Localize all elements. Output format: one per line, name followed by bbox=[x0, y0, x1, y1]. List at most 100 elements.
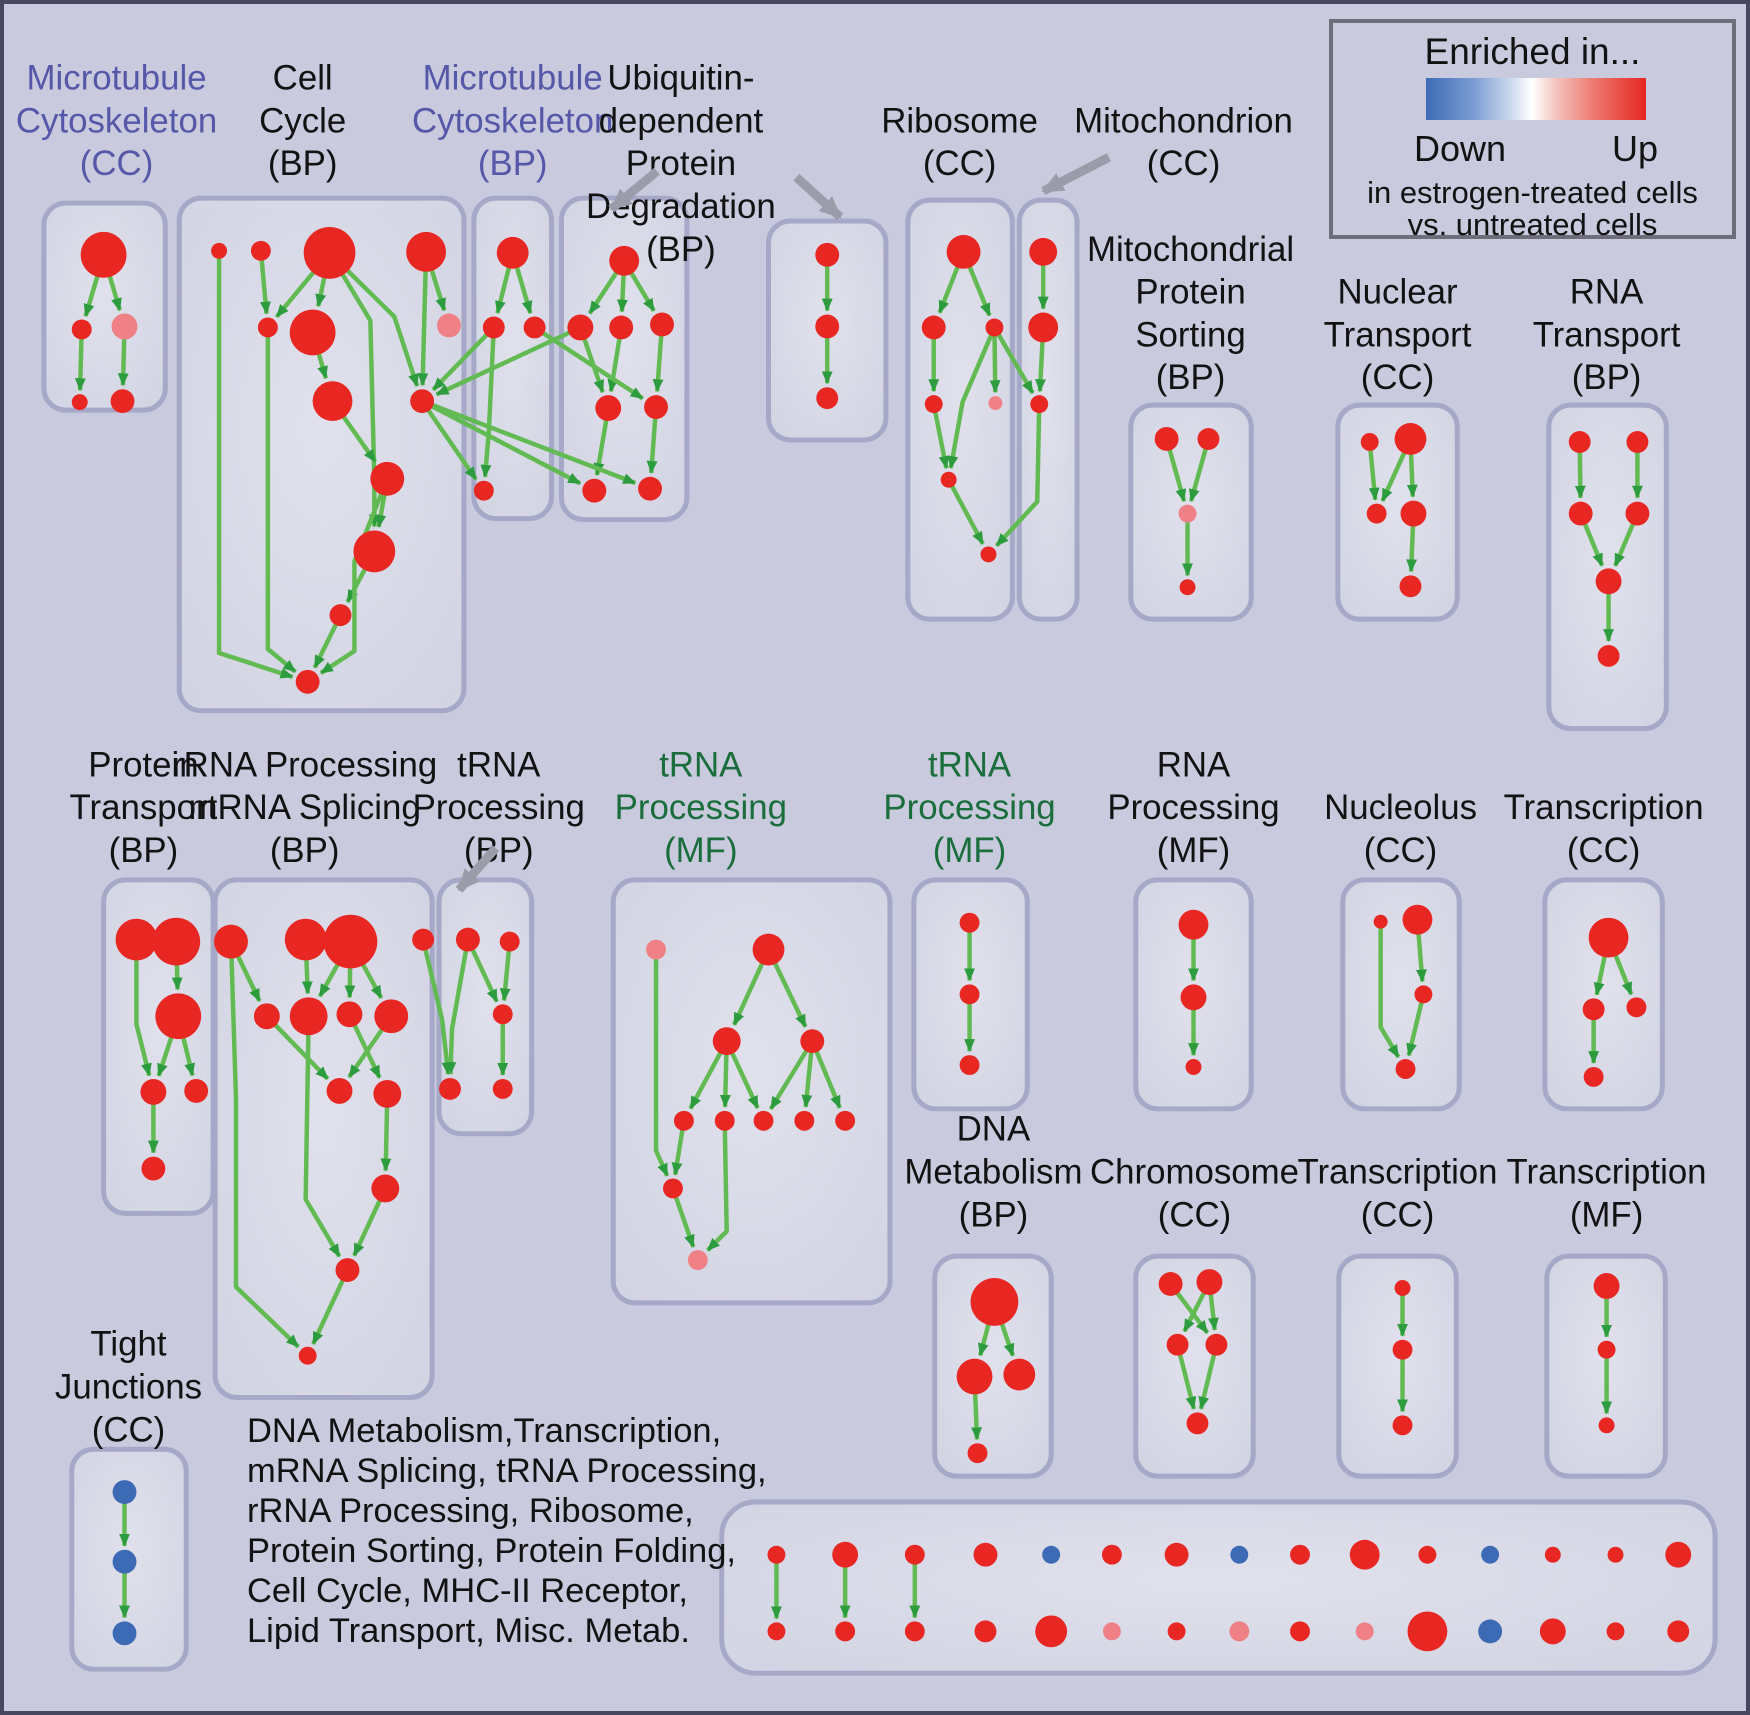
chromosome-cc-label: Chromosome bbox=[1090, 1152, 1299, 1191]
cell-cycle-edge bbox=[319, 477, 390, 675]
misc-node-top-6 bbox=[1101, 1544, 1122, 1565]
misc-terms-box bbox=[719, 1499, 1718, 1676]
rrna-processing-mrna-splicing-edge bbox=[311, 1269, 350, 1345]
misc-node-top-14 bbox=[1607, 1546, 1624, 1563]
cell-cycle-node-8 bbox=[410, 389, 435, 414]
rna-transport-node-5 bbox=[1597, 644, 1620, 667]
protein-transport-node-4 bbox=[184, 1078, 209, 1103]
misc-node-top-1 bbox=[767, 1545, 786, 1564]
nuclear-transport-node-2 bbox=[1366, 503, 1387, 524]
misc-node-bottom-4 bbox=[974, 1620, 997, 1643]
protein-transport-node-2 bbox=[155, 993, 202, 1040]
rna-processing-mf-node-2 bbox=[1185, 1059, 1202, 1075]
microtubule-cytoskeleton-cc-box bbox=[41, 200, 168, 413]
cell-cycle-edge bbox=[265, 327, 297, 674]
trna-processing-mf-large-edge bbox=[653, 949, 670, 1177]
trna-processing-mf-large-edge bbox=[670, 1187, 696, 1248]
misc-node-top-2 bbox=[832, 1541, 859, 1568]
protein-transport-node-0 bbox=[115, 918, 158, 961]
rrna-processing-mrna-splicing-node-5 bbox=[289, 997, 328, 1036]
legend-gradient-bar bbox=[1426, 78, 1646, 120]
ribosome-cc-node-6 bbox=[980, 546, 997, 563]
nuclear-transport-node-1 bbox=[1394, 423, 1427, 455]
microtubule-cytoskeleton-cc-label: Microtubule bbox=[27, 59, 207, 98]
ubiquitin-degradation-left-node-5 bbox=[644, 395, 668, 420]
summary-text-line-5: Cell Cycle, MHC-II Receptor, bbox=[247, 1572, 688, 1610]
trna-processing-bp-label: tRNA bbox=[457, 745, 541, 784]
mitochondrial-protein-sorting-node-1 bbox=[1197, 428, 1220, 450]
dna-metabolism-node-2 bbox=[1003, 1358, 1036, 1391]
cross-cluster-edge bbox=[992, 326, 1035, 395]
ribosome-cc-edge bbox=[989, 327, 1001, 394]
chromosome-cc-edge bbox=[1198, 1344, 1219, 1410]
tight-junctions-node-1 bbox=[112, 1549, 137, 1574]
trna-processing-mf-large-node-9 bbox=[662, 1178, 683, 1199]
misc-node-bottom-5 bbox=[1035, 1615, 1068, 1648]
chromosome-cc-node-2 bbox=[1166, 1333, 1189, 1356]
cell-cycle-node-0 bbox=[211, 242, 228, 259]
transcription-mf-label: Transcription bbox=[1507, 1152, 1707, 1191]
chromosome-cc-node-4 bbox=[1186, 1412, 1209, 1435]
rrna-processing-mrna-splicing-edge bbox=[228, 941, 300, 1349]
transcription-cc-row2-node-3 bbox=[1583, 1067, 1604, 1087]
transcription-mf-node-2 bbox=[1598, 1417, 1615, 1434]
ribosome-cc-edge bbox=[931, 403, 950, 470]
transcription-cc-row2-node-1 bbox=[1582, 998, 1605, 1021]
microtubule-cytoskeleton-cc-label: Cytoskeleton bbox=[16, 101, 217, 140]
chromosome-cc-label: (CC) bbox=[1158, 1195, 1232, 1234]
transcription-mf-node-1 bbox=[1597, 1340, 1616, 1359]
mitochondrial-protein-sorting-label: Mitochondrial bbox=[1087, 230, 1294, 269]
trna-processing-mf-small-node-1 bbox=[959, 984, 980, 1005]
microtubule-cytoskeleton-bp-label: Microtubule bbox=[423, 59, 603, 98]
cross-cluster-edge bbox=[421, 399, 582, 486]
mitochondrion-cc-label: (CC) bbox=[1147, 144, 1221, 183]
trna-processing-mf-small-label: tRNA bbox=[928, 745, 1012, 784]
microtubule-cytoskeleton-bp-edge bbox=[480, 327, 497, 478]
nuclear-transport-label: Transport bbox=[1324, 315, 1472, 354]
trna-processing-mf-small-node-2 bbox=[959, 1055, 980, 1075]
nuclear-transport-label: Nuclear bbox=[1338, 273, 1458, 312]
trna-processing-mf-large-node-7 bbox=[794, 1110, 815, 1131]
trna-processing-mf-large-node-0 bbox=[646, 939, 666, 960]
nucleolus-cc-edge bbox=[1378, 921, 1401, 1059]
trna-processing-mf-large-node-2 bbox=[712, 1027, 741, 1056]
misc-node-top-10 bbox=[1349, 1539, 1380, 1570]
legend-down-up-row: Down Up bbox=[1414, 128, 1658, 170]
misc-node-bottom-8 bbox=[1229, 1621, 1250, 1642]
nucleolus-cc-node-1 bbox=[1402, 904, 1433, 935]
cross-cluster-edge bbox=[420, 939, 453, 1076]
ribosome-cc-label: (CC) bbox=[923, 144, 997, 183]
rna-transport-node-3 bbox=[1625, 501, 1650, 526]
rna-processing-mf-label: (MF) bbox=[1157, 831, 1230, 870]
dna-metabolism-node-3 bbox=[967, 1443, 988, 1464]
rna-transport-label: (BP) bbox=[1572, 358, 1642, 397]
mitochondrion-cc-node-1 bbox=[1028, 312, 1059, 343]
mitochondrial-protein-sorting-label: Protein bbox=[1135, 273, 1245, 312]
rna-processing-mf-node-0 bbox=[1178, 909, 1209, 940]
microtubule-cytoskeleton-cc-label: (CC) bbox=[80, 144, 154, 183]
nodes-layer bbox=[71, 226, 1692, 1652]
trna-processing-mf-large-node-1 bbox=[752, 933, 785, 966]
protein-transport-edge bbox=[134, 939, 152, 1077]
trna-processing-mf-large-label: tRNA bbox=[659, 745, 743, 784]
dna-metabolism-label: (BP) bbox=[959, 1195, 1029, 1234]
cell-cycle-edge bbox=[258, 250, 271, 315]
ubiquitin-degradation-label: Protein bbox=[626, 144, 736, 183]
protein-transport-label: Protein bbox=[88, 745, 198, 784]
rrna-processing-mrna-splicing-node-4 bbox=[253, 1003, 280, 1030]
misc-node-bottom-9 bbox=[1290, 1621, 1310, 1642]
transcription-cc-row3-node-1 bbox=[1392, 1339, 1413, 1360]
mitochondrial-protein-sorting-node-3 bbox=[1179, 579, 1196, 596]
ribosome-cc-node-3 bbox=[924, 395, 943, 414]
misc-node-bottom-2 bbox=[835, 1621, 856, 1642]
misc-node-top-5 bbox=[1042, 1545, 1061, 1564]
transcription-cc-row3-box bbox=[1336, 1253, 1459, 1479]
annotation-arrow-1 bbox=[608, 167, 660, 213]
nuclear-transport-node-0 bbox=[1360, 432, 1379, 451]
misc-node-bottom-1 bbox=[767, 1622, 786, 1641]
cell-cycle-box bbox=[176, 195, 467, 714]
chromosome-cc-node-0 bbox=[1158, 1272, 1183, 1296]
rna-transport-node-2 bbox=[1568, 501, 1593, 526]
cell-cycle-label: (BP) bbox=[268, 144, 338, 183]
cell-cycle-label: Cycle bbox=[259, 101, 346, 140]
